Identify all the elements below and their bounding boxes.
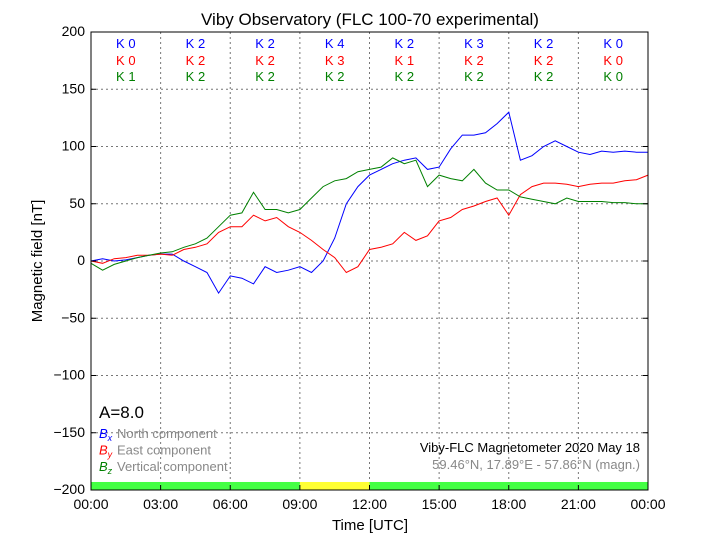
k-index-label: K 2	[534, 36, 554, 51]
k-index-label: K 2	[186, 53, 206, 68]
k-index-label: K 2	[395, 69, 415, 84]
legend-symbol: By	[99, 443, 113, 460]
x-tick-label: 06:00	[213, 496, 248, 512]
activity-bar-segment	[299, 481, 370, 490]
plot-frame	[90, 31, 649, 491]
k-index-label: K 0	[603, 36, 623, 51]
x-tick-label: 12:00	[352, 496, 387, 512]
series-line-z	[90, 157, 648, 271]
k-index-label: K 2	[325, 69, 345, 84]
k-index-label: K 0	[603, 69, 623, 84]
legend-label: North component	[117, 426, 217, 441]
a-index: A=8.0	[99, 403, 144, 422]
activity-bar-segment	[508, 481, 579, 490]
y-tick-label: −100	[53, 367, 85, 383]
k-index-label: K 2	[464, 69, 484, 84]
coords-label: 59.46°N, 17.89°E - 57.86°N (magn.)	[432, 457, 640, 472]
activity-bar-segment	[91, 481, 161, 490]
k-index-label: K 0	[116, 53, 136, 68]
k-index-label: K 3	[325, 53, 345, 68]
y-tick-label: −50	[61, 309, 85, 325]
y-tick-label: 0	[77, 252, 85, 268]
activity-bar-segment	[230, 481, 300, 490]
legend-label: East component	[117, 443, 211, 458]
k-index-label: K 1	[116, 69, 136, 84]
k-index-label: K 3	[464, 36, 484, 51]
activity-bar-segment	[160, 481, 231, 490]
legend-label: Vertical component	[117, 459, 228, 474]
y-tick-label: 200	[62, 23, 86, 39]
x-axis-label: Time [UTC]	[332, 517, 408, 534]
k-index-label: K 1	[395, 53, 415, 68]
chart-title: Viby Observatory (FLC 100-70 experimenta…	[201, 10, 539, 29]
series-line-y	[90, 174, 649, 274]
x-tick-label: 15:00	[422, 496, 457, 512]
k-index-label: K 2	[255, 36, 275, 51]
k-index-label: K 2	[186, 69, 206, 84]
y-tick-label: −150	[53, 424, 85, 440]
k-index-label: K 4	[325, 36, 345, 51]
k-index-label: K 2	[534, 69, 554, 84]
legend-symbol: Bx	[99, 426, 113, 443]
y-tick-label: 150	[62, 80, 86, 96]
activity-bar-segment	[439, 481, 509, 490]
activity-bar-segment	[578, 481, 648, 490]
series-line-x	[90, 111, 648, 295]
y-tick-label: −200	[53, 481, 85, 497]
station-label: Viby-FLC Magnetometer 2020 May 18	[420, 440, 640, 455]
x-tick-label: 03:00	[143, 496, 178, 512]
y-tick-label: 50	[69, 195, 85, 211]
x-tick-label: 00:00	[73, 496, 108, 512]
legend-symbol: Bz	[99, 459, 113, 476]
k-index-label: K 2	[255, 53, 275, 68]
k-index-label: K 2	[186, 36, 206, 51]
y-tick-label: 100	[62, 138, 86, 154]
k-index-label: K 0	[116, 36, 136, 51]
x-tick-label: 09:00	[282, 496, 317, 512]
x-tick-label: 21:00	[561, 496, 596, 512]
x-tick-label: 00:00	[630, 496, 665, 512]
k-index-label: K 0	[603, 53, 623, 68]
k-index-label: K 2	[464, 53, 484, 68]
activity-bar-segment	[369, 481, 440, 490]
x-tick-label: 18:00	[491, 496, 526, 512]
k-index-label: K 2	[255, 69, 275, 84]
k-index-label: K 2	[395, 36, 415, 51]
y-axis-label: Magnetic field [nT]	[29, 200, 46, 323]
k-index-label: K 2	[534, 53, 554, 68]
